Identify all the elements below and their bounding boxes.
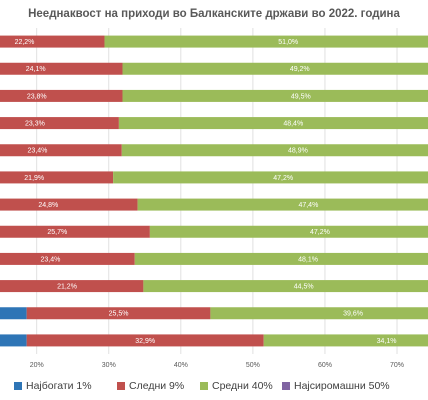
bar-segment xyxy=(0,62,123,75)
bar-segment xyxy=(149,225,428,238)
x-tick-label: 50% xyxy=(246,362,260,369)
x-tick-label: 70% xyxy=(390,362,404,369)
x-tick-label: 60% xyxy=(318,362,332,369)
value-label: 23,4% xyxy=(28,148,48,155)
legend-swatch xyxy=(14,382,22,390)
legend-label: Најбогати 1% xyxy=(26,380,92,392)
value-label: 48,1% xyxy=(298,256,318,263)
legend-swatch xyxy=(117,382,125,390)
x-tick-label: 30% xyxy=(102,362,116,369)
bar-segment xyxy=(0,144,122,157)
plot: 22,2% 51,0% 24,1% 49,2% 23,8% 49,5% 23,3% 48,4%… xyxy=(0,28,428,354)
value-label: 23,3% xyxy=(25,120,45,127)
value-label: 21,2% xyxy=(57,283,77,290)
value-label: 49,2% xyxy=(290,66,310,73)
bar-segment xyxy=(137,198,428,211)
chart-title: Нееднаквост на приходи во Балканските др… xyxy=(28,8,400,20)
value-label: 24,1% xyxy=(26,66,46,73)
bar-segment xyxy=(26,307,211,320)
value-label: 24,8% xyxy=(38,202,58,209)
bar-segment xyxy=(104,35,428,48)
bar-segment xyxy=(0,252,135,265)
bar-segment xyxy=(0,89,123,102)
value-label: 48,9% xyxy=(288,148,308,155)
value-label: 47,4% xyxy=(298,202,318,209)
bar-segment xyxy=(118,117,428,130)
bar-segment xyxy=(121,144,428,157)
value-label: 21,9% xyxy=(24,175,44,182)
value-label: 44,5% xyxy=(294,283,314,290)
legend-swatch xyxy=(200,382,208,390)
legend-label: Најсиромашни 50% xyxy=(294,380,390,392)
legend-swatch xyxy=(282,382,290,390)
legend-label: Следни 9% xyxy=(129,380,184,392)
x-tick-label: 20% xyxy=(30,362,44,369)
legend-label: Средни 40% xyxy=(212,380,273,392)
bar-segment xyxy=(210,307,428,320)
value-label: 47,2% xyxy=(310,229,330,236)
bar-segment xyxy=(0,307,27,320)
bar-segment xyxy=(263,334,428,347)
bar-segment xyxy=(143,280,428,293)
value-label: 23,4% xyxy=(41,256,61,263)
value-label: 23,8% xyxy=(27,93,47,100)
x-tick-label: 40% xyxy=(174,362,188,369)
bar-segment xyxy=(0,198,138,211)
value-label: 49,5% xyxy=(291,93,311,100)
value-label: 48,4% xyxy=(283,120,303,127)
value-label: 39,6% xyxy=(343,311,363,318)
bar-segment xyxy=(122,89,428,102)
value-label: 34,1% xyxy=(377,338,397,345)
value-label: 22,2% xyxy=(15,39,35,46)
value-label: 47,2% xyxy=(273,175,293,182)
bar-segment xyxy=(0,117,119,130)
value-label: 51,0% xyxy=(278,39,298,46)
bar-segment xyxy=(0,171,114,184)
value-label: 25,7% xyxy=(47,229,67,236)
bar-segment xyxy=(122,62,428,75)
bar-segment xyxy=(0,334,27,347)
bar-segment xyxy=(113,171,428,184)
value-label: 25,5% xyxy=(109,311,129,318)
bar-segment xyxy=(0,35,105,48)
value-label: 32,9% xyxy=(135,338,155,345)
bar-segment xyxy=(0,280,144,293)
bar-segment xyxy=(134,252,428,265)
bar-segment xyxy=(26,334,264,347)
bar-segment xyxy=(0,225,150,238)
